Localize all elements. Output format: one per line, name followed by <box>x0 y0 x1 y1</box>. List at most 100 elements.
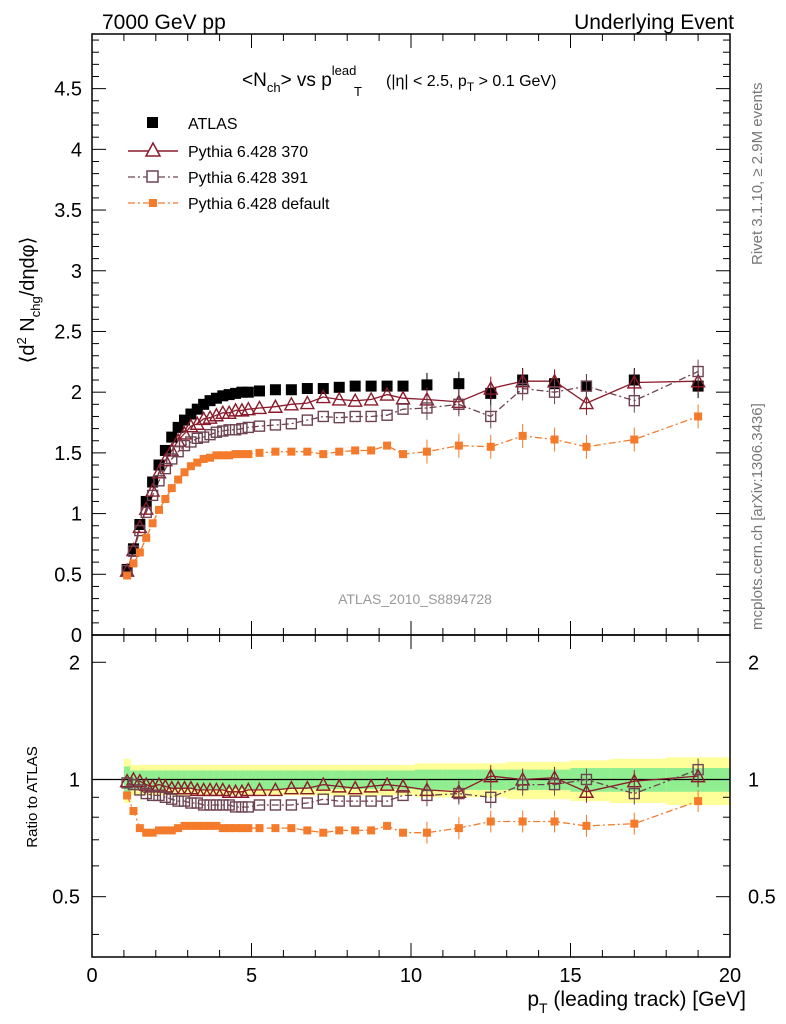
x-tick-label: 10 <box>400 965 422 987</box>
atlas-point <box>198 398 210 410</box>
xlabel-rest: (leading track) [GeV] <box>548 988 746 1011</box>
ratio-370-point <box>347 780 363 795</box>
ratio-default-point <box>129 806 138 815</box>
pythia-391-point <box>146 489 159 502</box>
legend-label-atlas: ATLAS <box>188 116 238 133</box>
legend-label-370: Pythia 6.428 370 <box>188 144 308 161</box>
ratio-370-point <box>234 783 250 798</box>
ratio-default-point <box>383 821 392 830</box>
pythia-default-point <box>335 447 344 456</box>
atlas-point <box>253 385 265 397</box>
pythia-391-point <box>159 462 172 475</box>
ratio-default-point <box>218 824 227 833</box>
atlas-point <box>159 444 171 456</box>
pythia-391-point <box>242 421 255 434</box>
title-n-sub: ch <box>267 80 281 95</box>
ratio-default-point <box>335 826 344 835</box>
pythia-default-point <box>167 484 176 493</box>
pythia-391-point <box>217 425 229 437</box>
ratio-370-point <box>132 773 148 788</box>
ratio-391-point <box>210 799 223 811</box>
pythia-391-point <box>397 403 409 415</box>
atlas-point <box>285 384 297 396</box>
atlas-point <box>185 408 197 420</box>
ratio-391-point <box>229 801 242 813</box>
ratio-default-point <box>351 826 360 835</box>
atlas-point <box>204 395 216 407</box>
pythia-default-point <box>225 451 234 460</box>
main-y-axis-label: ⟨d2 Nchg/dηdφ⟩ <box>14 237 43 364</box>
atlas-point <box>381 380 393 392</box>
ratio-series-points <box>119 758 706 844</box>
pythia-391-point <box>285 418 298 430</box>
legend-marker-default <box>149 199 157 207</box>
pythia-370-point <box>379 386 395 401</box>
pythia-391-point <box>172 445 184 458</box>
atlas-point <box>301 383 313 395</box>
pythia-default-point <box>142 533 151 542</box>
title-cuts: (|η| < 2.5, pT > 0.1 GeV) <box>386 73 556 94</box>
atlas-point <box>217 390 229 402</box>
ratio-391-point <box>381 795 393 807</box>
pythia-370-point <box>267 398 284 413</box>
ratio-default-point <box>135 824 144 833</box>
title-cuts-a: (|η| < 2.5, p <box>386 73 467 90</box>
main-title: <Nch> vs plead <box>242 63 356 95</box>
pythia-391-point <box>269 419 282 431</box>
legend-marker-370 <box>144 141 162 157</box>
ratio-370-point <box>183 780 199 795</box>
x-tick-label: 15 <box>559 965 581 987</box>
ratio-y-tick-label-left: 1 <box>69 769 80 791</box>
pythia-default-point <box>218 451 227 460</box>
analysis-watermark: ATLAS_2010_S8894728 <box>338 591 492 607</box>
ratio-370-point <box>215 781 231 797</box>
atlas-point <box>121 563 133 575</box>
atlas-point <box>191 403 203 415</box>
pythia-370-point <box>189 415 205 430</box>
pythia-391-point <box>236 422 248 435</box>
pythia-default-point <box>244 450 253 459</box>
pythia-370-point <box>183 418 199 433</box>
ratio-default-point <box>161 826 170 835</box>
ratio-370-point <box>283 780 300 795</box>
ratio-370-point <box>251 781 268 797</box>
atlas-point <box>134 519 146 531</box>
ratio-391-point <box>236 801 248 813</box>
ratio-370-point <box>331 778 347 793</box>
pythia-370-point <box>251 399 268 415</box>
title-cuts-b: > 0.1 GeV) <box>474 73 556 90</box>
x-tick-label: 0 <box>86 965 97 987</box>
legend-label-391: Pythia 6.428 391 <box>188 170 308 187</box>
ratio-391-point <box>172 795 184 807</box>
atlas-point <box>317 383 329 395</box>
ratio-default-point <box>225 824 234 833</box>
ratio-391-point <box>140 787 152 800</box>
rivet-label: Rivet 3.1.10, ≥ 2.9M events <box>749 83 766 266</box>
ratio-default-point <box>148 828 157 837</box>
ratio-default-point <box>123 791 132 800</box>
pythia-370-point <box>315 389 331 404</box>
ratio-391-point <box>397 789 409 802</box>
pythia-default-point <box>212 451 221 460</box>
ratio-391-point <box>185 797 197 809</box>
pythia-default-point <box>255 448 264 457</box>
ratio-370-point <box>240 781 256 797</box>
pythia-default-point <box>186 462 195 471</box>
ylabel-mid: N <box>17 317 39 337</box>
pythia-391-point <box>349 410 361 423</box>
title-cuts-sub: T <box>467 80 475 94</box>
ratio-391-point <box>166 793 178 805</box>
ratio-y-tick-label-left: 2 <box>69 652 80 674</box>
main-y-tick-label: 1 <box>71 504 82 526</box>
ratio-default-point <box>319 828 328 837</box>
ratio-y-tick-labels: 0.5 0.5 1 1 2 2 <box>52 652 776 908</box>
ratio-default-point <box>193 821 202 830</box>
atlas-point <box>210 392 222 404</box>
main-y-tick-label: 3.5 <box>54 200 82 222</box>
pythia-370-point <box>176 425 193 440</box>
ylabel-sub: chg <box>28 296 43 317</box>
main-y-tick-label: 3 <box>71 261 82 283</box>
title-lead-sup: lead <box>332 63 357 78</box>
title-n: <N <box>242 70 267 91</box>
